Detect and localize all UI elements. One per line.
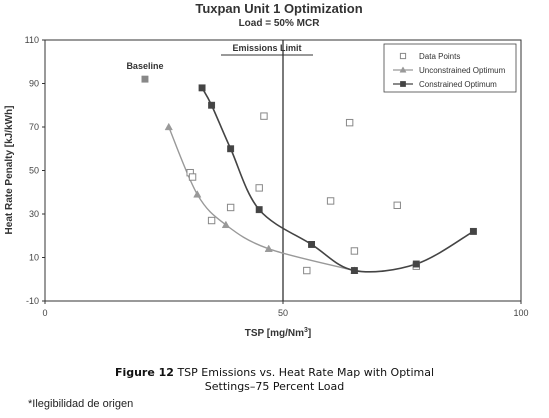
y-tick-label: 30 bbox=[29, 209, 39, 219]
x-axis-ticks: 0 50 100 bbox=[42, 301, 529, 318]
legend-marker bbox=[399, 52, 407, 60]
data-point-marker bbox=[303, 266, 311, 275]
legend-items: Data Points Unconstrained Optimum Constrai… bbox=[393, 52, 506, 89]
legend-marker bbox=[400, 81, 406, 87]
baseline-point bbox=[141, 75, 149, 83]
y-tick-label: 110 bbox=[25, 35, 39, 45]
x-axis-label-main: TSP [mg/Nm bbox=[245, 328, 304, 339]
data-point-marker bbox=[326, 197, 335, 205]
series-markers bbox=[141, 75, 477, 275]
y-tick-label: 10 bbox=[29, 253, 39, 263]
legend-marker bbox=[399, 66, 407, 73]
y-tick-label: 50 bbox=[29, 166, 39, 176]
x-axis-label-end: ] bbox=[308, 328, 311, 339]
chart: Tuxpan Unit 1 Optimization Load = 50% MC… bbox=[4, 1, 529, 339]
caption-line-2: Settings–75 Percent Load bbox=[204, 380, 345, 393]
data-point-marker bbox=[345, 118, 354, 127]
x-axis-label: TSP [mg/Nm3] bbox=[245, 327, 312, 339]
figure-caption-line-2: Settings–75 Percent Load bbox=[0, 380, 549, 393]
constrained-optimum-point bbox=[227, 145, 235, 153]
x-tick-label: 100 bbox=[513, 308, 528, 318]
y-tick-label: 70 bbox=[29, 122, 39, 132]
unconstrained-optimum-point bbox=[193, 190, 202, 198]
data-point-marker bbox=[226, 203, 235, 212]
x-tick-label: 0 bbox=[42, 308, 47, 318]
chart-title: Tuxpan Unit 1 Optimization bbox=[195, 1, 362, 16]
constrained-optimum-point bbox=[208, 101, 216, 109]
data-point-marker bbox=[255, 184, 263, 192]
x-axis-label-superscript: 3 bbox=[304, 327, 308, 334]
caption-line-1: TSP Emissions vs. Heat Rate Map with Opt… bbox=[177, 366, 435, 379]
constrained-optimum-point bbox=[198, 84, 206, 92]
constrained-optimum-point bbox=[412, 260, 420, 268]
legend-label: Data Points bbox=[419, 52, 460, 61]
unconstrained-optimum-point bbox=[164, 122, 173, 131]
data-point-marker bbox=[188, 173, 197, 181]
y-axis-ticks: -10 10 30 50 70 90 110 bbox=[25, 35, 45, 306]
unconstrained-optimum-point bbox=[221, 220, 231, 229]
figure-label: Figure 12 bbox=[114, 366, 174, 379]
chart-subtitle: Load = 50% MCR bbox=[239, 18, 321, 29]
emissions-limit-label: Emissions Limit bbox=[232, 43, 301, 53]
y-axis-label: Heat Rate Penalty [kJ/kWh] bbox=[4, 106, 15, 235]
footnote: *Ilegibilidad de origen bbox=[28, 398, 134, 410]
constrained-optimum-point bbox=[469, 227, 477, 235]
legend-label: Unconstrained Optimum bbox=[419, 66, 506, 75]
constrained-optimum-point bbox=[350, 267, 358, 275]
data-point-marker bbox=[260, 112, 268, 120]
y-tick-label: 90 bbox=[29, 79, 39, 89]
unconstrained-optimum-point bbox=[264, 244, 273, 252]
data-point-marker bbox=[207, 216, 216, 225]
x-tick-label: 50 bbox=[278, 308, 288, 318]
y-tick-label: -10 bbox=[26, 296, 39, 306]
constrained-optimum-point bbox=[255, 206, 263, 214]
legend: Data Points Unconstrained Optimum Constrai… bbox=[383, 43, 517, 93]
data-point-marker bbox=[393, 201, 401, 210]
figure-caption: Figure 12 TSP Emissions vs. Heat Rate Ma… bbox=[0, 366, 549, 379]
data-point-marker bbox=[350, 247, 359, 255]
baseline-label: Baseline bbox=[126, 61, 163, 71]
constrained-optimum-point bbox=[308, 241, 316, 248]
legend-label: Constrained Optimum bbox=[419, 80, 497, 89]
